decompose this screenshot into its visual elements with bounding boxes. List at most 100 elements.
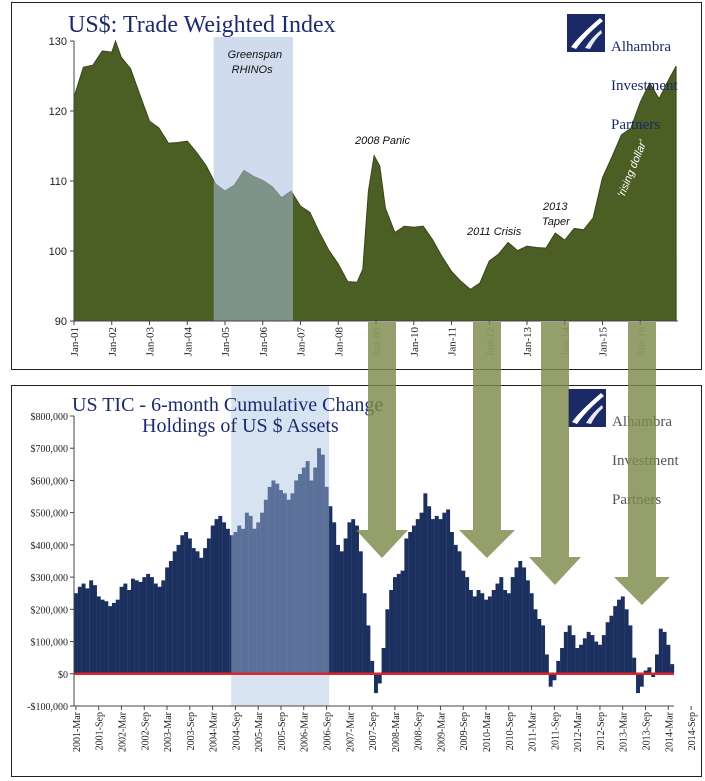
bar (134, 580, 139, 674)
bar (298, 474, 302, 674)
bar (472, 596, 477, 674)
bar (111, 602, 116, 674)
bar (355, 525, 359, 674)
chart2-title: US TIC - 6-month Cumulative Change (72, 394, 384, 416)
bar (632, 657, 637, 674)
bar (404, 538, 409, 674)
x-tick-label: 2013-Mar (619, 711, 630, 752)
x-tick-label: 2005-Sep (277, 712, 288, 750)
bar (347, 522, 352, 674)
bar (127, 590, 132, 674)
bar (468, 590, 473, 674)
bar (305, 461, 310, 674)
x-tick-label: 2003-Mar (163, 711, 174, 752)
bar (563, 631, 568, 674)
bar (100, 599, 105, 674)
x-tick-label: 2013-Sep (642, 712, 653, 750)
bar (408, 532, 413, 674)
x-tick-label: 2002-Mar (117, 711, 128, 752)
bar (381, 648, 386, 674)
y-tick-label: $700,000 (31, 444, 69, 455)
bar (301, 467, 306, 674)
bar (510, 577, 515, 674)
x-tick-label: 2002-Sep (140, 712, 151, 750)
bar (260, 512, 265, 674)
shaded-region-label-1: Greenspan (228, 49, 282, 61)
tic-holdings-chart: -$100,000 $0 $100,000 $200,000 $300,000 $400,… (27, 386, 698, 752)
x-tick-label: 2003-Sep (186, 712, 197, 750)
bar (233, 532, 238, 674)
bar (446, 509, 451, 674)
x-tick-label: Jan-16 (635, 327, 647, 357)
bar (214, 519, 219, 674)
bar (324, 486, 329, 674)
y-tick-label: $0 (58, 670, 68, 681)
bar (430, 519, 435, 674)
bar (662, 631, 667, 674)
bar (392, 577, 397, 674)
bar (533, 609, 538, 674)
bar (77, 586, 82, 674)
bar (628, 625, 633, 674)
x-tick-label: 2001-Mar (72, 711, 83, 752)
x-tick-label: Jan-07 (296, 327, 308, 357)
bar (85, 588, 90, 674)
annotation-2011-crisis: 2011 Crisis (466, 226, 522, 238)
bar (396, 573, 401, 674)
x-tick-label: 2009-Sep (459, 712, 470, 750)
bar (377, 673, 382, 684)
bar (206, 538, 211, 674)
bar (104, 601, 109, 674)
bar (442, 512, 447, 674)
bar (571, 635, 576, 674)
bar (461, 570, 466, 674)
shaded-region-label-2: RHINOs (232, 64, 273, 76)
bar (620, 596, 625, 674)
bar (598, 644, 602, 674)
bar (385, 609, 390, 674)
x-tick-label: 2008-Sep (414, 712, 425, 750)
bar (374, 673, 378, 694)
bar (153, 583, 158, 674)
logo-text-2: Alhambra Investment Partners (612, 390, 679, 533)
bar (636, 673, 640, 694)
y-tick-label: $400,000 (31, 541, 69, 552)
bar (123, 583, 128, 674)
x-tick-label: Jan-11 (447, 327, 459, 356)
bar (161, 580, 166, 674)
alhambra-logo-mark (567, 14, 605, 52)
bar (556, 660, 561, 674)
x-tick-label: Jan-02 (107, 327, 119, 356)
bar (411, 525, 416, 674)
bar (294, 480, 299, 674)
x-tick-label: Jan-08 (333, 327, 345, 357)
bar (252, 528, 257, 674)
bar (651, 673, 656, 677)
bar (560, 648, 565, 674)
bar (282, 493, 287, 674)
x-tick-label: 2004-Sep (231, 712, 242, 750)
bar (438, 519, 443, 674)
bar (172, 551, 177, 674)
bar (165, 567, 170, 674)
bar (320, 454, 325, 674)
bar (309, 480, 314, 674)
logo-text: Alhambra Investment Partners (611, 15, 678, 158)
bar (579, 644, 584, 674)
bar (313, 467, 318, 674)
bar (210, 525, 215, 674)
bar (279, 490, 284, 674)
bar (423, 493, 428, 674)
bar (544, 654, 549, 674)
y-tick-label: 100 (49, 246, 67, 258)
x-tick-label: 2012-Sep (596, 712, 607, 750)
bar (225, 528, 230, 674)
bar (537, 619, 542, 674)
bar (256, 522, 261, 674)
bar (582, 638, 587, 674)
bar (351, 519, 356, 674)
bar (130, 578, 135, 674)
y-tick-label: $100,000 (31, 638, 69, 649)
bar (575, 648, 580, 674)
x-tick-label: 2001-Sep (95, 712, 106, 750)
